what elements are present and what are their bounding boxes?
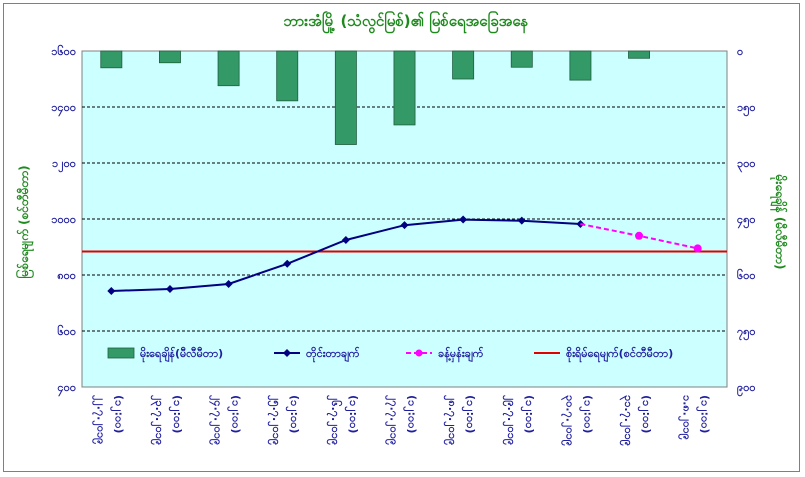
rainfall-bar [100, 50, 123, 69]
chart-frame: ဘားအံမြို့ (သံလွင်မြစ်)၏ မြစ်ရေအခြေအနေ ၄… [3, 3, 800, 472]
y-axis-label-right: မိုးရေချိန် (မီလီမီတာ) [769, 174, 789, 270]
y-tick-right: ၁၅၀ [737, 101, 756, 117]
water-level-lines [107, 215, 702, 295]
y-tick-right: ၇၅၀ [737, 325, 756, 341]
x-tick-time: (၁၂:၀၀) [168, 395, 184, 433]
x-tick: ၂၃.၇.၂၀၁၉ (၁၂:၀၀) [150, 395, 184, 445]
x-tick-date: ၂၉.၇.၂၀၁၉ [502, 395, 518, 445]
rainfall-bar [569, 50, 592, 81]
x-tick-date: ၂၈.၇.၂၀၁၉ [443, 395, 459, 445]
y-tick-left: ၁၀၀၀ [51, 213, 76, 226]
rainfall-bars [100, 50, 650, 145]
left-axis-ticks: ၄၀၀ ၆၀၀ ၈၀၀ ၁၀၀၀ ၁၂၀၀ ၁၄၀၀ ၁၆၀၀ [51, 45, 76, 397]
legend-marker-forecast [415, 349, 423, 357]
observed-point [459, 215, 468, 224]
rainfall-bar [276, 50, 299, 102]
legend: မိုးရေချိန်(မီလီမီတာ) တိုင်းတာချက် ခန့်မှန… [107, 346, 673, 363]
legend-marker-observed [283, 349, 291, 357]
rainfall-bar [510, 50, 533, 68]
observed-point [283, 259, 292, 268]
x-tick: ၂၉.၇.၂၀၁၉ (၁၂:၀၀) [502, 395, 536, 445]
forecast-point [635, 231, 644, 240]
y-tick-right: ၄၅၀ [737, 213, 756, 229]
x-tick-date: ၂၇.၇.၂၀၁၉ [385, 395, 401, 445]
x-tick-date: ၂၅.၇.၂၀၁၉ [267, 395, 283, 445]
observed-point [224, 279, 233, 288]
y-tick-right: ၆၀၀ [737, 269, 756, 282]
x-tick-time: (၁၂:၀၀) [578, 395, 594, 433]
observed-point [107, 286, 116, 295]
x-tick-time: (၁၂:၀၀) [109, 395, 125, 433]
chart: ဘားအံမြို့ (သံလွင်မြစ်)၏ မြစ်ရေအခြေအနေ ၄… [14, 10, 789, 446]
observed-point [400, 221, 409, 230]
y-tick-left: ၁၄၀၀ [51, 101, 76, 117]
legend-label: တိုင်းတာချက် [306, 346, 360, 363]
x-tick-time: (၁၂:၀၀) [461, 395, 477, 433]
x-tick-date: ၂၆.၇.၂၀၁၉ [326, 395, 342, 445]
x-tick-date: ၃၁.၇.၂၀၁၉ [619, 395, 635, 446]
x-tick: ၂၅.၇.၂၀၁၉ (၁၂:၀၀) [267, 395, 301, 445]
x-tick: ၂၂.၇.၂၀၁၉ (၁၂:၀၀) [91, 395, 125, 444]
x-tick: ၃၀.၇.၂၀၁၉ (၁၂:၀၀) [560, 395, 594, 446]
observed-point [341, 236, 350, 244]
legend-swatch-rainfall [107, 347, 135, 359]
y-tick-left: ၆၀၀ [57, 325, 76, 338]
y-tick-left: ၄၀၀ [57, 381, 76, 397]
rainfall-bar [158, 50, 181, 64]
rainfall-bar [452, 50, 475, 80]
x-tick-date: ၂၂.၇.၂၀၁၉ [91, 395, 107, 444]
x-tick: ၃၁.၇.၂၀၁၉ (၁၂:၀၀) [619, 395, 653, 446]
x-tick: ၂၆.၇.၂၀၁၉ (၁၂:၀၀) [326, 395, 360, 445]
observed-point [165, 285, 174, 293]
rainfall-bar [334, 50, 357, 145]
chart-title: ဘားအံမြို့ (သံလွင်မြစ်)၏ မြစ်ရေအခြေအနေ [284, 10, 529, 34]
x-tick-date: ၃၀.၇.၂၀၁၉ [560, 395, 576, 446]
y-tick-left: ၁၆၀၀ [51, 45, 76, 58]
x-tick-time: (၁၂:၀၀) [403, 395, 419, 433]
y-tick-right: ၉၀၀ [737, 381, 756, 397]
y-tick-left: ၈၀၀ [57, 269, 76, 282]
x-tick: ၂၇.၇.၂၀၁၉ (၁၂:၀၀) [385, 395, 419, 445]
x-tick-date: ၂၃.၇.၂၀၁၉ [150, 395, 166, 445]
y-tick-left: ၁၂၀၀ [52, 157, 76, 173]
legend-label: ခန့်မှန်းချက် [438, 346, 484, 363]
x-tick: ၁.၈.၂၀၁၉ (၁၂:၀၀) [678, 395, 712, 440]
y-tick-right: ၀ [737, 45, 743, 58]
x-tick-time: (၁၂:၀၀) [696, 395, 712, 433]
legend-label: စိုးရိမ်ရေမျက်(စင်တီမီတာ) [566, 346, 673, 363]
y-axis-label-left: မြစ်ရေမျက် (စင်တီမီတာ) [14, 165, 35, 278]
x-tick-time: (၁၂:၀၀) [637, 395, 653, 433]
x-tick-time: (၁၂:၀၀) [227, 395, 243, 433]
observed-point [517, 216, 526, 225]
x-tick: ၂၄.၇.၂၀၁၉ (၁၂:၀၀) [209, 395, 243, 445]
rainfall-bar [217, 50, 240, 87]
x-axis-ticks: ၂၂.၇.၂၀၁၉ (၁၂:၀၀) ၂၃.၇.၂၀၁၉ (၁၂:၀၀) ၂၄.၇.၂၀၁… [91, 395, 711, 446]
x-tick-time: (၁၂:၀၀) [520, 395, 536, 433]
x-tick-date: ၂၄.၇.၂၀၁၉ [209, 395, 225, 445]
rainfall-bar [628, 50, 650, 59]
x-tick-time: (၁၂:၀၀) [344, 395, 360, 433]
forecast-point [693, 244, 702, 253]
x-tick-time: (၁၂:၀၀) [285, 395, 301, 433]
rainfall-bar [393, 50, 416, 126]
y-tick-right: ၃၀၀ [737, 157, 756, 173]
x-tick: ၂၈.၇.၂၀၁၉ (၁၂:၀၀) [443, 395, 477, 445]
legend-label: မိုးရေချိန်(မီလီမီတာ) [140, 346, 223, 363]
x-tick-date: ၁.၈.၂၀၁၉ [678, 395, 694, 440]
